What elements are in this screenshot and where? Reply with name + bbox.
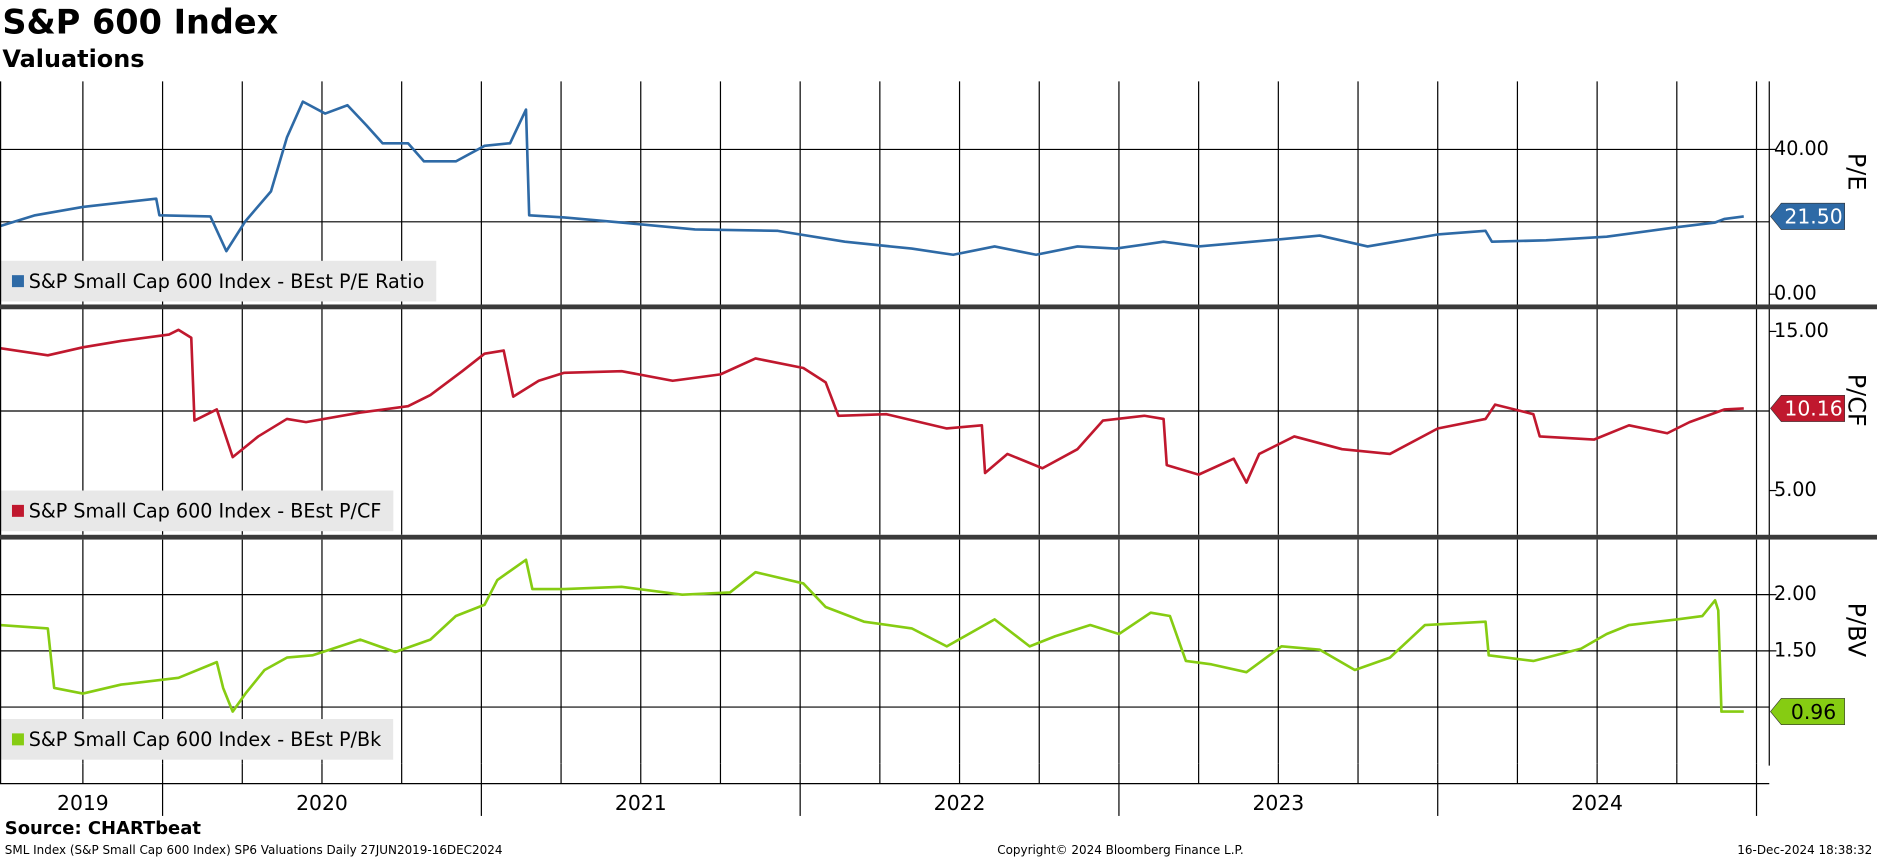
panel-separator [0,534,1877,540]
legend-label: S&P Small Cap 600 Index - BEst P/CF [29,500,382,523]
last-value-tag [1770,202,1845,230]
panel-separator [0,304,1877,310]
legend-box [0,260,437,302]
y-axis-label: P/CF [1842,374,1870,427]
y-tick-label: 2.00 [1774,582,1817,605]
x-tick-label: 2020 [296,791,348,815]
y-axis-label: P/BV [1842,603,1870,658]
y-tick-label: 5.00 [1774,478,1817,501]
x-tick-label: 2019 [57,791,109,815]
legend-label: S&P Small Cap 600 Index - BEst P/Bk [29,728,382,751]
legend-swatch [11,275,24,288]
x-tick-label: 2022 [934,791,986,815]
chart-subtitle: Valuations [2,45,144,73]
last-value-tag [1770,698,1845,726]
legend-label: S&P Small Cap 600 Index - BEst P/E Ratio [29,270,425,293]
legend-box [0,490,394,532]
last-value-label: 21.50 [1784,205,1842,229]
y-axis-label: P/E [1842,153,1870,191]
description: SML Index (S&P Small Cap 600 Index) SP6 … [5,843,503,857]
y-tick-label: 40.00 [1774,137,1829,160]
last-value-label: 0.96 [1791,700,1836,724]
series-line [0,558,1744,713]
series-line [0,328,1744,484]
last-value-tag [1770,394,1845,422]
y-tick-label: 15.00 [1774,319,1829,342]
x-tick-label: 2021 [615,791,667,815]
x-tick-label: 2024 [1571,791,1623,815]
timestamp: 16-Dec-2024 18:38:32 [1737,843,1872,857]
copyright: Copyright© 2024 Bloomberg Finance L.P. [997,843,1243,857]
legend-swatch [11,733,24,746]
source: Source: CHARTbeat [5,818,202,839]
x-tick-label: 2023 [1252,791,1304,815]
y-tick-label: 0.00 [1774,282,1817,305]
y-tick-label: 1.50 [1774,638,1817,661]
chart-title: S&P 600 Index [2,2,278,41]
legend-swatch [11,504,24,517]
last-value-label: 10.16 [1784,397,1842,421]
legend-box [0,719,394,760]
series-line [0,100,1744,257]
